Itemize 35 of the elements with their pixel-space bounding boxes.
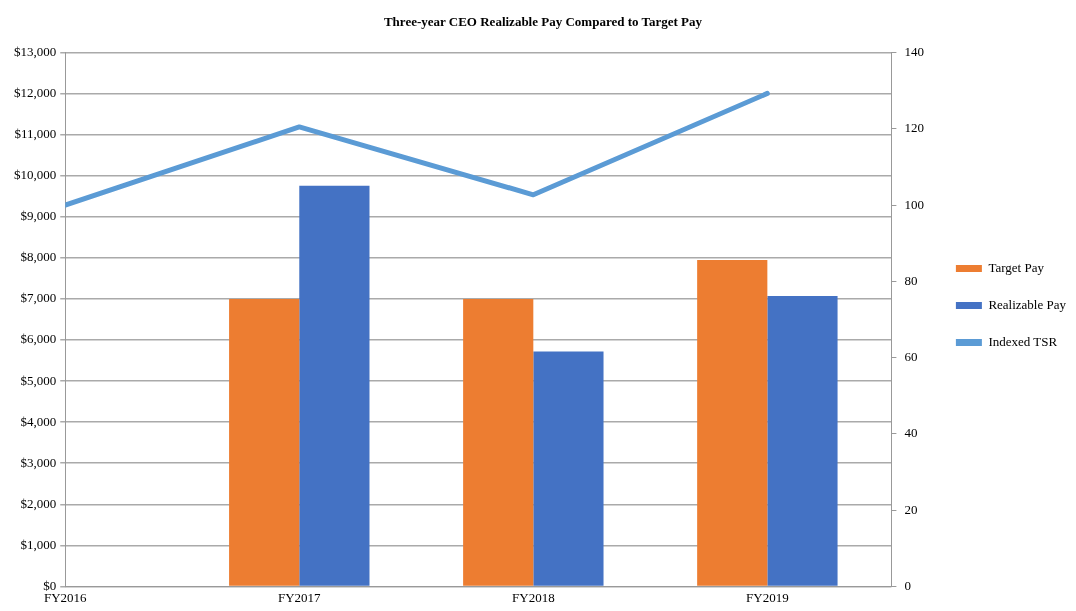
y2-tick-label: 0: [904, 577, 911, 593]
legend-label: Realizable Pay: [988, 296, 1067, 312]
x-tick-label: FY2018: [512, 589, 555, 605]
y-tick-label: $9,000: [20, 208, 57, 224]
x-tick-label: FY2019: [746, 589, 789, 605]
y2-tick-label: 100: [904, 196, 924, 212]
bar: [767, 295, 838, 586]
y2-tick-label: 60: [904, 349, 918, 365]
y-tick-label: $13,000: [14, 44, 57, 60]
y2-tick-label: 140: [904, 44, 924, 60]
y-tick-label: $10,000: [14, 167, 57, 183]
x-tick-label: FY2017: [277, 589, 322, 605]
y-tick-label: $6,000: [20, 331, 57, 347]
y-tick-label: $3,000: [20, 454, 57, 470]
y-tick-label: $1,000: [20, 536, 57, 552]
y-tick-label: $0: [43, 577, 57, 593]
y2-tick-label: 20: [904, 501, 918, 517]
y-tick-label: $7,000: [20, 290, 57, 306]
y-tick-label: $2,000: [20, 495, 57, 511]
y2-tick-label: 40: [904, 425, 918, 441]
y2-tick-label: 120: [904, 120, 924, 136]
bar: [463, 298, 534, 586]
y-tick-label: $11,000: [14, 126, 57, 142]
y-tick-label: $5,000: [20, 372, 57, 388]
chart-title: Three-year CEO Realizable Pay Compared to Target Pay: [383, 14, 703, 30]
bar: [299, 185, 370, 586]
legend-label: Indexed TSR: [988, 333, 1058, 349]
legend-label: Target Pay: [988, 259, 1045, 275]
y-tick-label: $12,000: [14, 85, 57, 101]
bar: [229, 298, 300, 586]
y-tick-label: $4,000: [20, 413, 57, 429]
y2-tick-label: 80: [904, 272, 918, 288]
bar: [533, 351, 604, 586]
bar: [697, 259, 768, 586]
y-tick-label: $8,000: [20, 249, 57, 265]
